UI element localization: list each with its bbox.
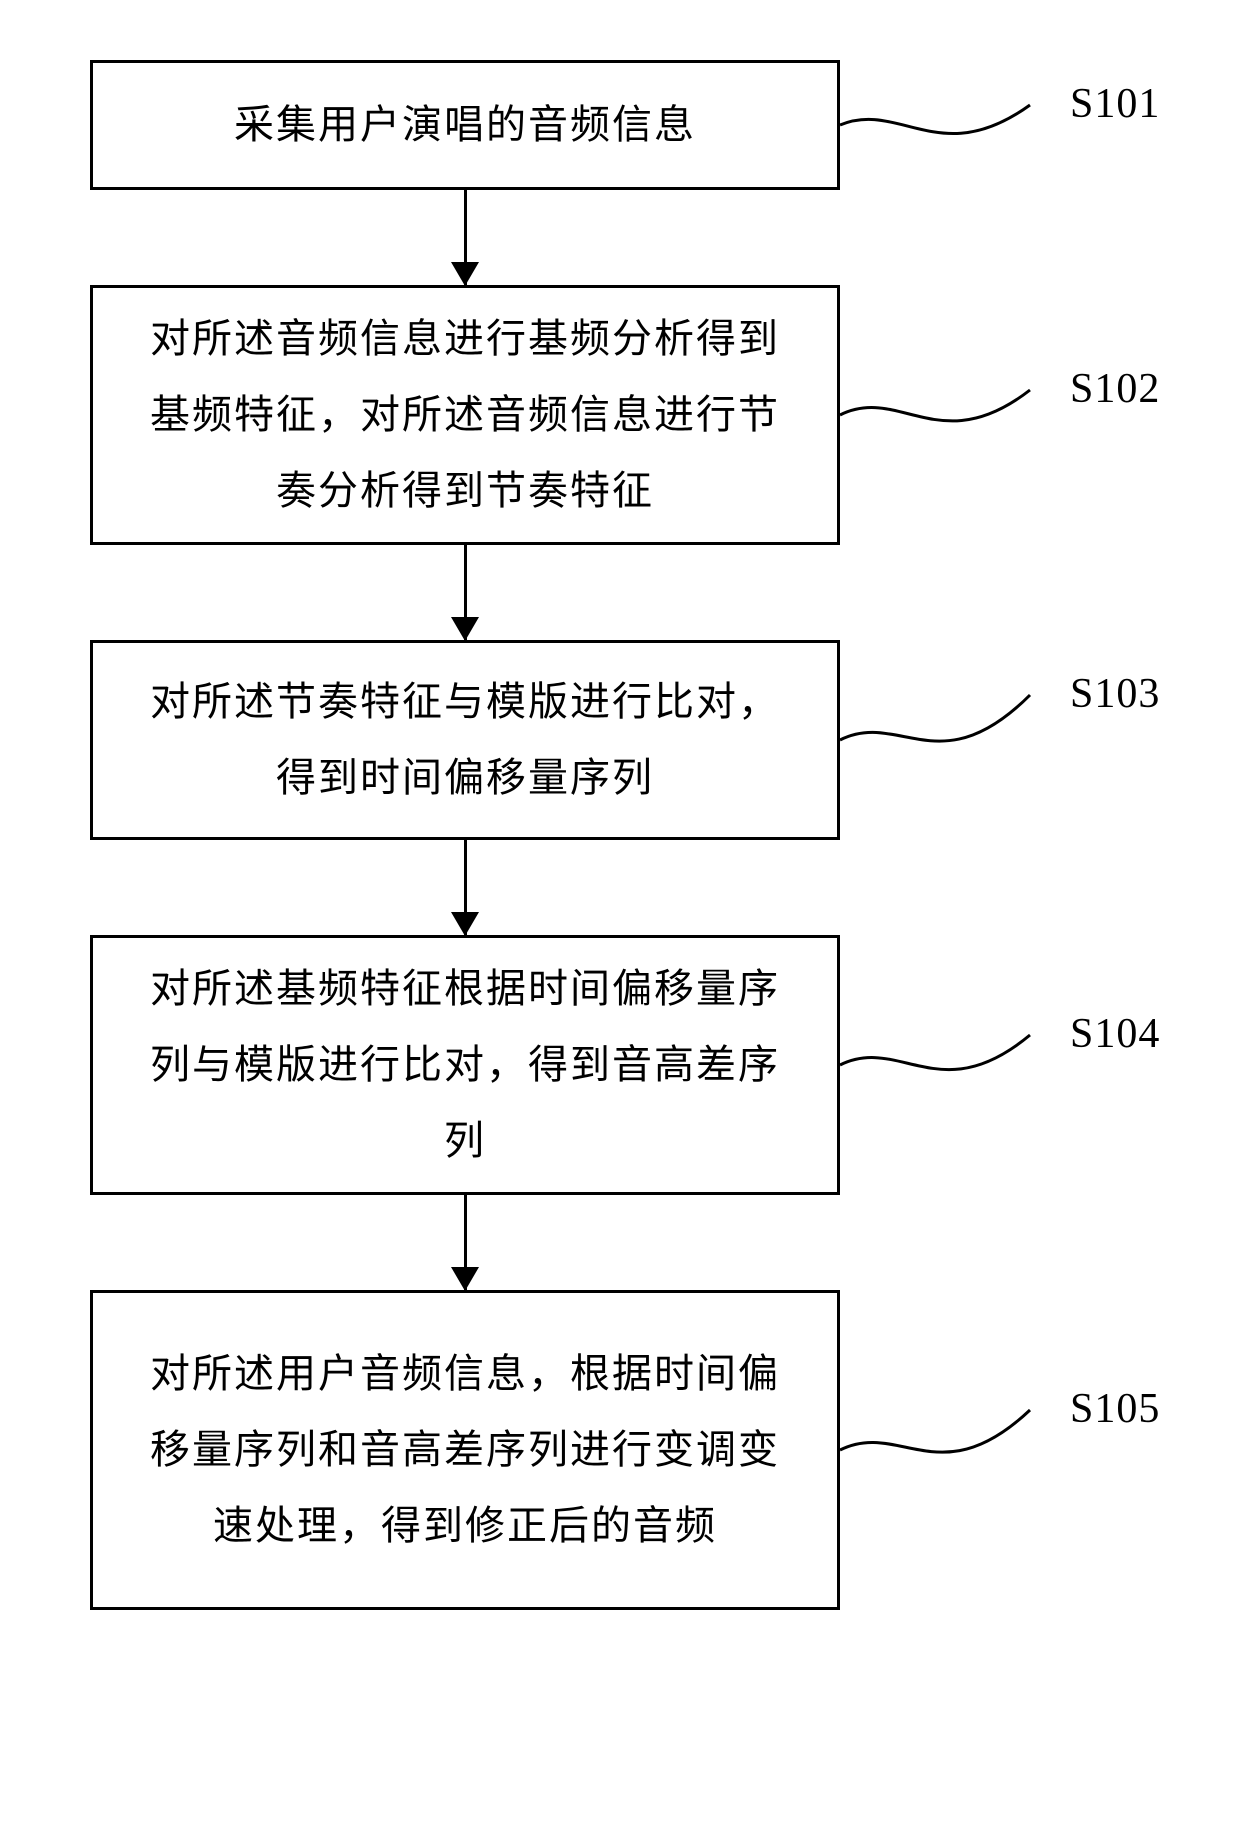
step-label-s102: S102 [1070, 365, 1160, 413]
step-s104: 对所述基频特征根据时间偏移量序列与模版进行比对，得到音高差序列 S104 [90, 935, 1150, 1195]
step-s103: 对所述节奏特征与模版进行比对，得到时间偏移量序列 S103 [90, 640, 1150, 840]
arrow-1 [90, 190, 840, 285]
arrow-head-4 [451, 1267, 479, 1291]
arrow-head-2 [451, 617, 479, 641]
step-label-s101: S101 [1070, 80, 1160, 128]
step-label-s105: S105 [1070, 1385, 1160, 1433]
arrow-line-4 [464, 1195, 467, 1290]
step-box-s105: 对所述用户音频信息，根据时间偏移量序列和音高差序列进行变调变速处理，得到修正后的… [90, 1290, 840, 1610]
arrow-2 [90, 545, 840, 640]
step-text-s103: 对所述节奏特征与模版进行比对，得到时间偏移量序列 [133, 664, 797, 816]
step-box-s102: 对所述音频信息进行基频分析得到基频特征，对所述音频信息进行节奏分析得到节奏特征 [90, 285, 840, 545]
step-box-s104: 对所述基频特征根据时间偏移量序列与模版进行比对，得到音高差序列 [90, 935, 840, 1195]
connector-path-s102 [840, 390, 1030, 421]
arrow-line-2 [464, 545, 467, 640]
arrow-line-1 [464, 190, 467, 285]
step-s102: 对所述音频信息进行基频分析得到基频特征，对所述音频信息进行节奏分析得到节奏特征 … [90, 285, 1150, 545]
step-text-s104: 对所述基频特征根据时间偏移量序列与模版进行比对，得到音高差序列 [133, 951, 797, 1179]
step-box-s103: 对所述节奏特征与模版进行比对，得到时间偏移量序列 [90, 640, 840, 840]
connector-path-s101 [840, 105, 1030, 134]
step-s101: 采集用户演唱的音频信息 S101 [90, 60, 1150, 190]
step-label-s103: S103 [1070, 670, 1160, 718]
step-text-s101: 采集用户演唱的音频信息 [234, 87, 696, 163]
flowchart-container: 采集用户演唱的音频信息 S101 对所述音频信息进行基频分析得到基频特征，对所述… [90, 60, 1150, 1610]
arrow-line-3 [464, 840, 467, 935]
step-text-s105: 对所述用户音频信息，根据时间偏移量序列和音高差序列进行变调变速处理，得到修正后的… [133, 1336, 797, 1564]
step-label-s104: S104 [1070, 1010, 1160, 1058]
connector-path-s104 [840, 1035, 1030, 1070]
connector-path-s105 [840, 1410, 1030, 1452]
step-s105: 对所述用户音频信息，根据时间偏移量序列和音高差序列进行变调变速处理，得到修正后的… [90, 1290, 1150, 1610]
arrow-head-1 [451, 262, 479, 286]
step-text-s102: 对所述音频信息进行基频分析得到基频特征，对所述音频信息进行节奏分析得到节奏特征 [133, 301, 797, 529]
connector-path-s103 [840, 695, 1030, 741]
arrow-4 [90, 1195, 840, 1290]
arrow-3 [90, 840, 840, 935]
step-box-s101: 采集用户演唱的音频信息 [90, 60, 840, 190]
arrow-head-3 [451, 912, 479, 936]
